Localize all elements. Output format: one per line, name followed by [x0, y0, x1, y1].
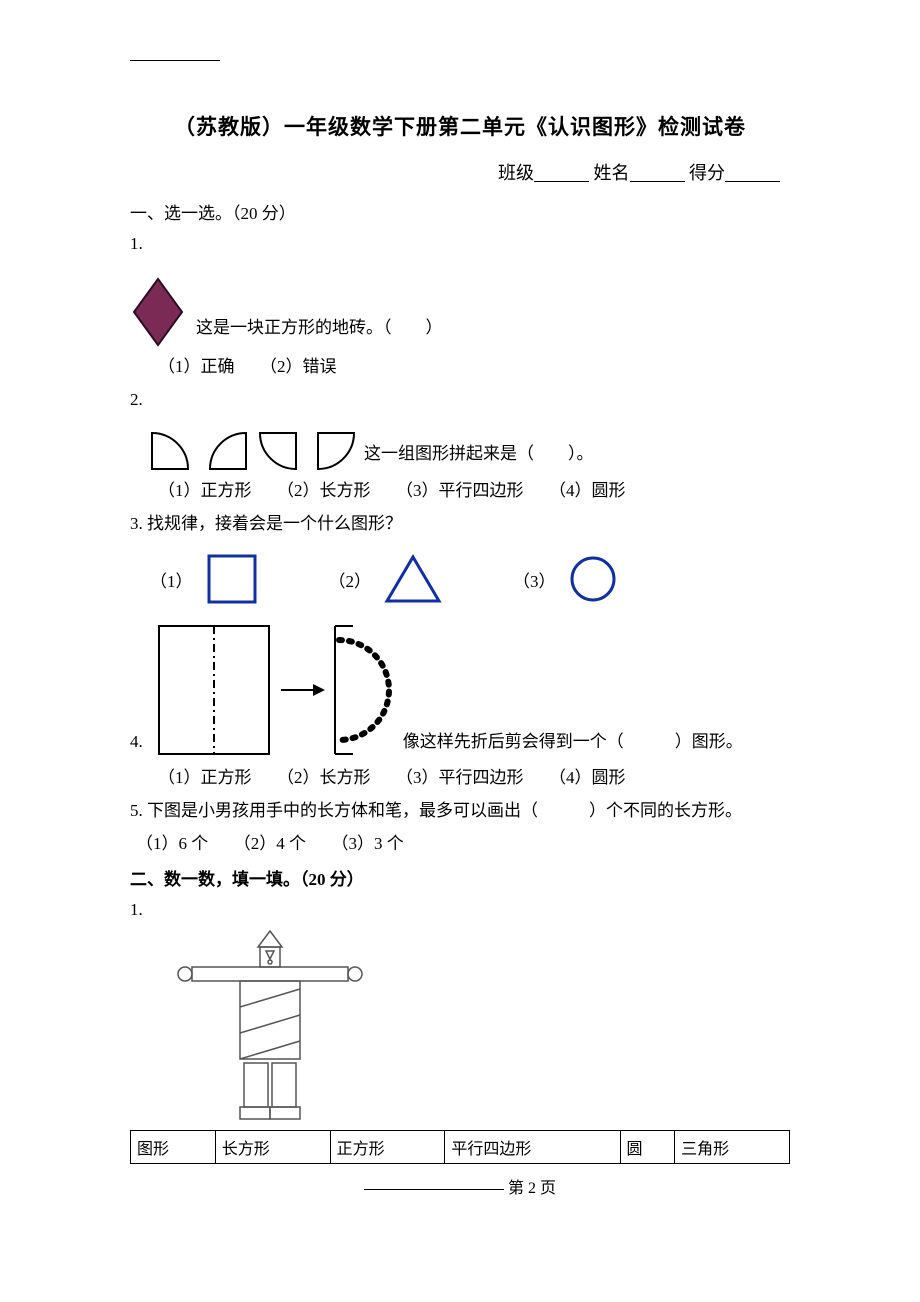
- robot-icon: [170, 929, 370, 1124]
- th-rect: 长方形: [215, 1131, 330, 1164]
- q4-text: 像这样先折后剪会得到一个（ ）图形。: [403, 728, 743, 757]
- blank-score[interactable]: [725, 164, 780, 182]
- section2-head: 二、数一数，填一填。（20 分）: [130, 865, 790, 890]
- th-square: 正方形: [330, 1131, 445, 1164]
- q1-num: 1.: [130, 230, 790, 259]
- quarter-b-icon: [202, 429, 250, 473]
- section1-head: 一、选一选。（20 分）: [130, 199, 790, 224]
- quarter-a-icon: [148, 429, 196, 473]
- footer-rule: [364, 1189, 504, 1190]
- table-row: 图形 长方形 正方形 平行四边形 圆 三角形: [131, 1131, 790, 1164]
- circle-icon: [568, 554, 618, 604]
- th-shape: 图形: [131, 1131, 216, 1164]
- blank-name[interactable]: [630, 164, 685, 182]
- th-circle: 圆: [620, 1131, 675, 1164]
- q3-text: 找规律，接着会是一个什么图形？: [147, 514, 402, 533]
- s2-q1-num: 1.: [130, 896, 790, 925]
- triangle-icon: [383, 553, 443, 605]
- blank-class[interactable]: [534, 164, 589, 182]
- q2-text: 这一组图形拼起来是（ ）。: [364, 440, 594, 469]
- label-class: 班级: [498, 163, 534, 183]
- q2-figure-row: 这一组图形拼起来是（ ）。: [148, 429, 790, 473]
- shape-count-table: 图形 长方形 正方形 平行四边形 圆 三角形: [130, 1130, 790, 1164]
- q1-figure-row: 这是一块正方形的地砖。（ ）: [130, 277, 790, 347]
- square-icon: [205, 552, 259, 606]
- top-rule: [130, 60, 220, 61]
- q3-line: 3. 找规律，接着会是一个什么图形？: [130, 510, 790, 539]
- q5-options: （1）6 个 （2）4 个 （3）3 个: [130, 830, 790, 859]
- info-line: 班级 姓名 得分: [130, 159, 790, 185]
- q4-options: （1）正方形 （2）长方形 （3）平行四边形 （4）圆形: [130, 764, 790, 793]
- q1-options: （1）正确 （2）错误: [130, 353, 790, 382]
- robot-figure: [130, 929, 790, 1124]
- page-title: （苏教版）一年级数学下册第二单元《认识图形》检测试卷: [130, 111, 790, 141]
- th-tri: 三角形: [675, 1131, 790, 1164]
- q2-options: （1）正方形 （2）长方形 （3）平行四边形 （4）圆形: [130, 477, 790, 506]
- label-name: 姓名: [594, 163, 630, 183]
- fold-cut-icon: [153, 620, 393, 760]
- q3-l3: （3）: [513, 567, 556, 592]
- q5-text: 下图是小男孩用手中的长方体和笔，最多可以画出（ ）个不同的长方形。: [147, 801, 742, 820]
- q1-text: 这是一块正方形的地砖。（ ）: [196, 314, 443, 343]
- page-footer: 第 2 页: [130, 1174, 790, 1198]
- q5-num: 5.: [130, 801, 143, 820]
- diamond-icon: [130, 277, 186, 347]
- q5-line: 5. 下图是小男孩用手中的长方体和笔，最多可以画出（ ）个不同的长方形。: [130, 797, 790, 826]
- label-score: 得分: [689, 163, 725, 183]
- q2-num: 2.: [130, 386, 790, 415]
- q3-shape-row: （1） （2） （3）: [130, 552, 790, 606]
- th-para: 平行四边形: [445, 1131, 620, 1164]
- footer-text: 第 2 页: [508, 1180, 556, 1197]
- q3-l1: （1）: [150, 567, 193, 592]
- quarter-d-icon: [310, 429, 358, 473]
- q4-num: 4.: [130, 728, 143, 757]
- quarter-c-icon: [256, 429, 304, 473]
- q3-num: 3.: [130, 514, 143, 533]
- q4-figure-row: 4. 像这样先折后剪会得到一个（ ）图形。: [130, 620, 790, 760]
- q3-l2: （2）: [329, 567, 372, 592]
